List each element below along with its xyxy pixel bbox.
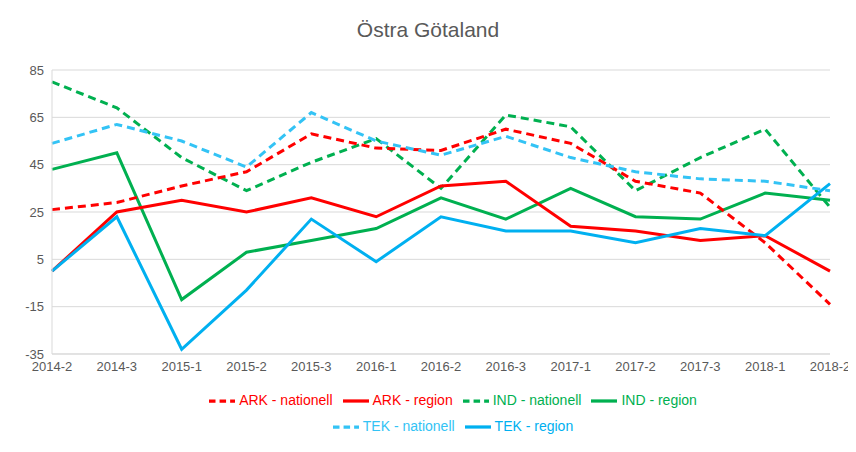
svg-text:2014-2: 2014-2 (31, 359, 73, 375)
svg-text:2016-1: 2016-1 (356, 359, 396, 374)
svg-text:2018-1: 2018-1 (745, 359, 785, 374)
svg-text:2014-3: 2014-3 (97, 359, 137, 374)
svg-text:45: 45 (30, 157, 44, 172)
svg-text:85: 85 (30, 63, 44, 78)
svg-text:-15: -15 (25, 299, 44, 314)
svg-text:2018-2: 2018-2 (810, 359, 848, 374)
svg-text:2015-2: 2015-2 (226, 359, 266, 374)
html-text:TEK - region: TEK - region (494, 417, 574, 434)
svg-text:65: 65 (30, 110, 44, 125)
svg-text:25: 25 (30, 205, 44, 220)
svg-text:2016-3: 2016-3 (486, 359, 526, 374)
html-text:IND - region: IND - region (621, 391, 697, 408)
svg-text:-35: -35 (25, 347, 44, 362)
svg-text:2015-3: 2015-3 (291, 359, 331, 374)
svg-text:5: 5 (37, 252, 44, 267)
svg-text:2017-2: 2017-2 (615, 359, 655, 374)
svg-text:2016-2: 2016-2 (421, 359, 461, 374)
svg-text:2017-3: 2017-3 (680, 359, 720, 374)
html-text:TEK - nationell: TEK - nationell (362, 417, 455, 434)
html-text:IND - nationell: IND - nationell (492, 391, 582, 408)
html-text:Östra Götaland: Östra Götaland (356, 18, 500, 41)
html-text:ARK - region: ARK - region (372, 391, 453, 408)
html-text:ARK - nationell: ARK - nationell (239, 391, 333, 408)
svg-text:2015-1: 2015-1 (161, 359, 201, 374)
svg-text:2017-1: 2017-1 (550, 359, 590, 374)
